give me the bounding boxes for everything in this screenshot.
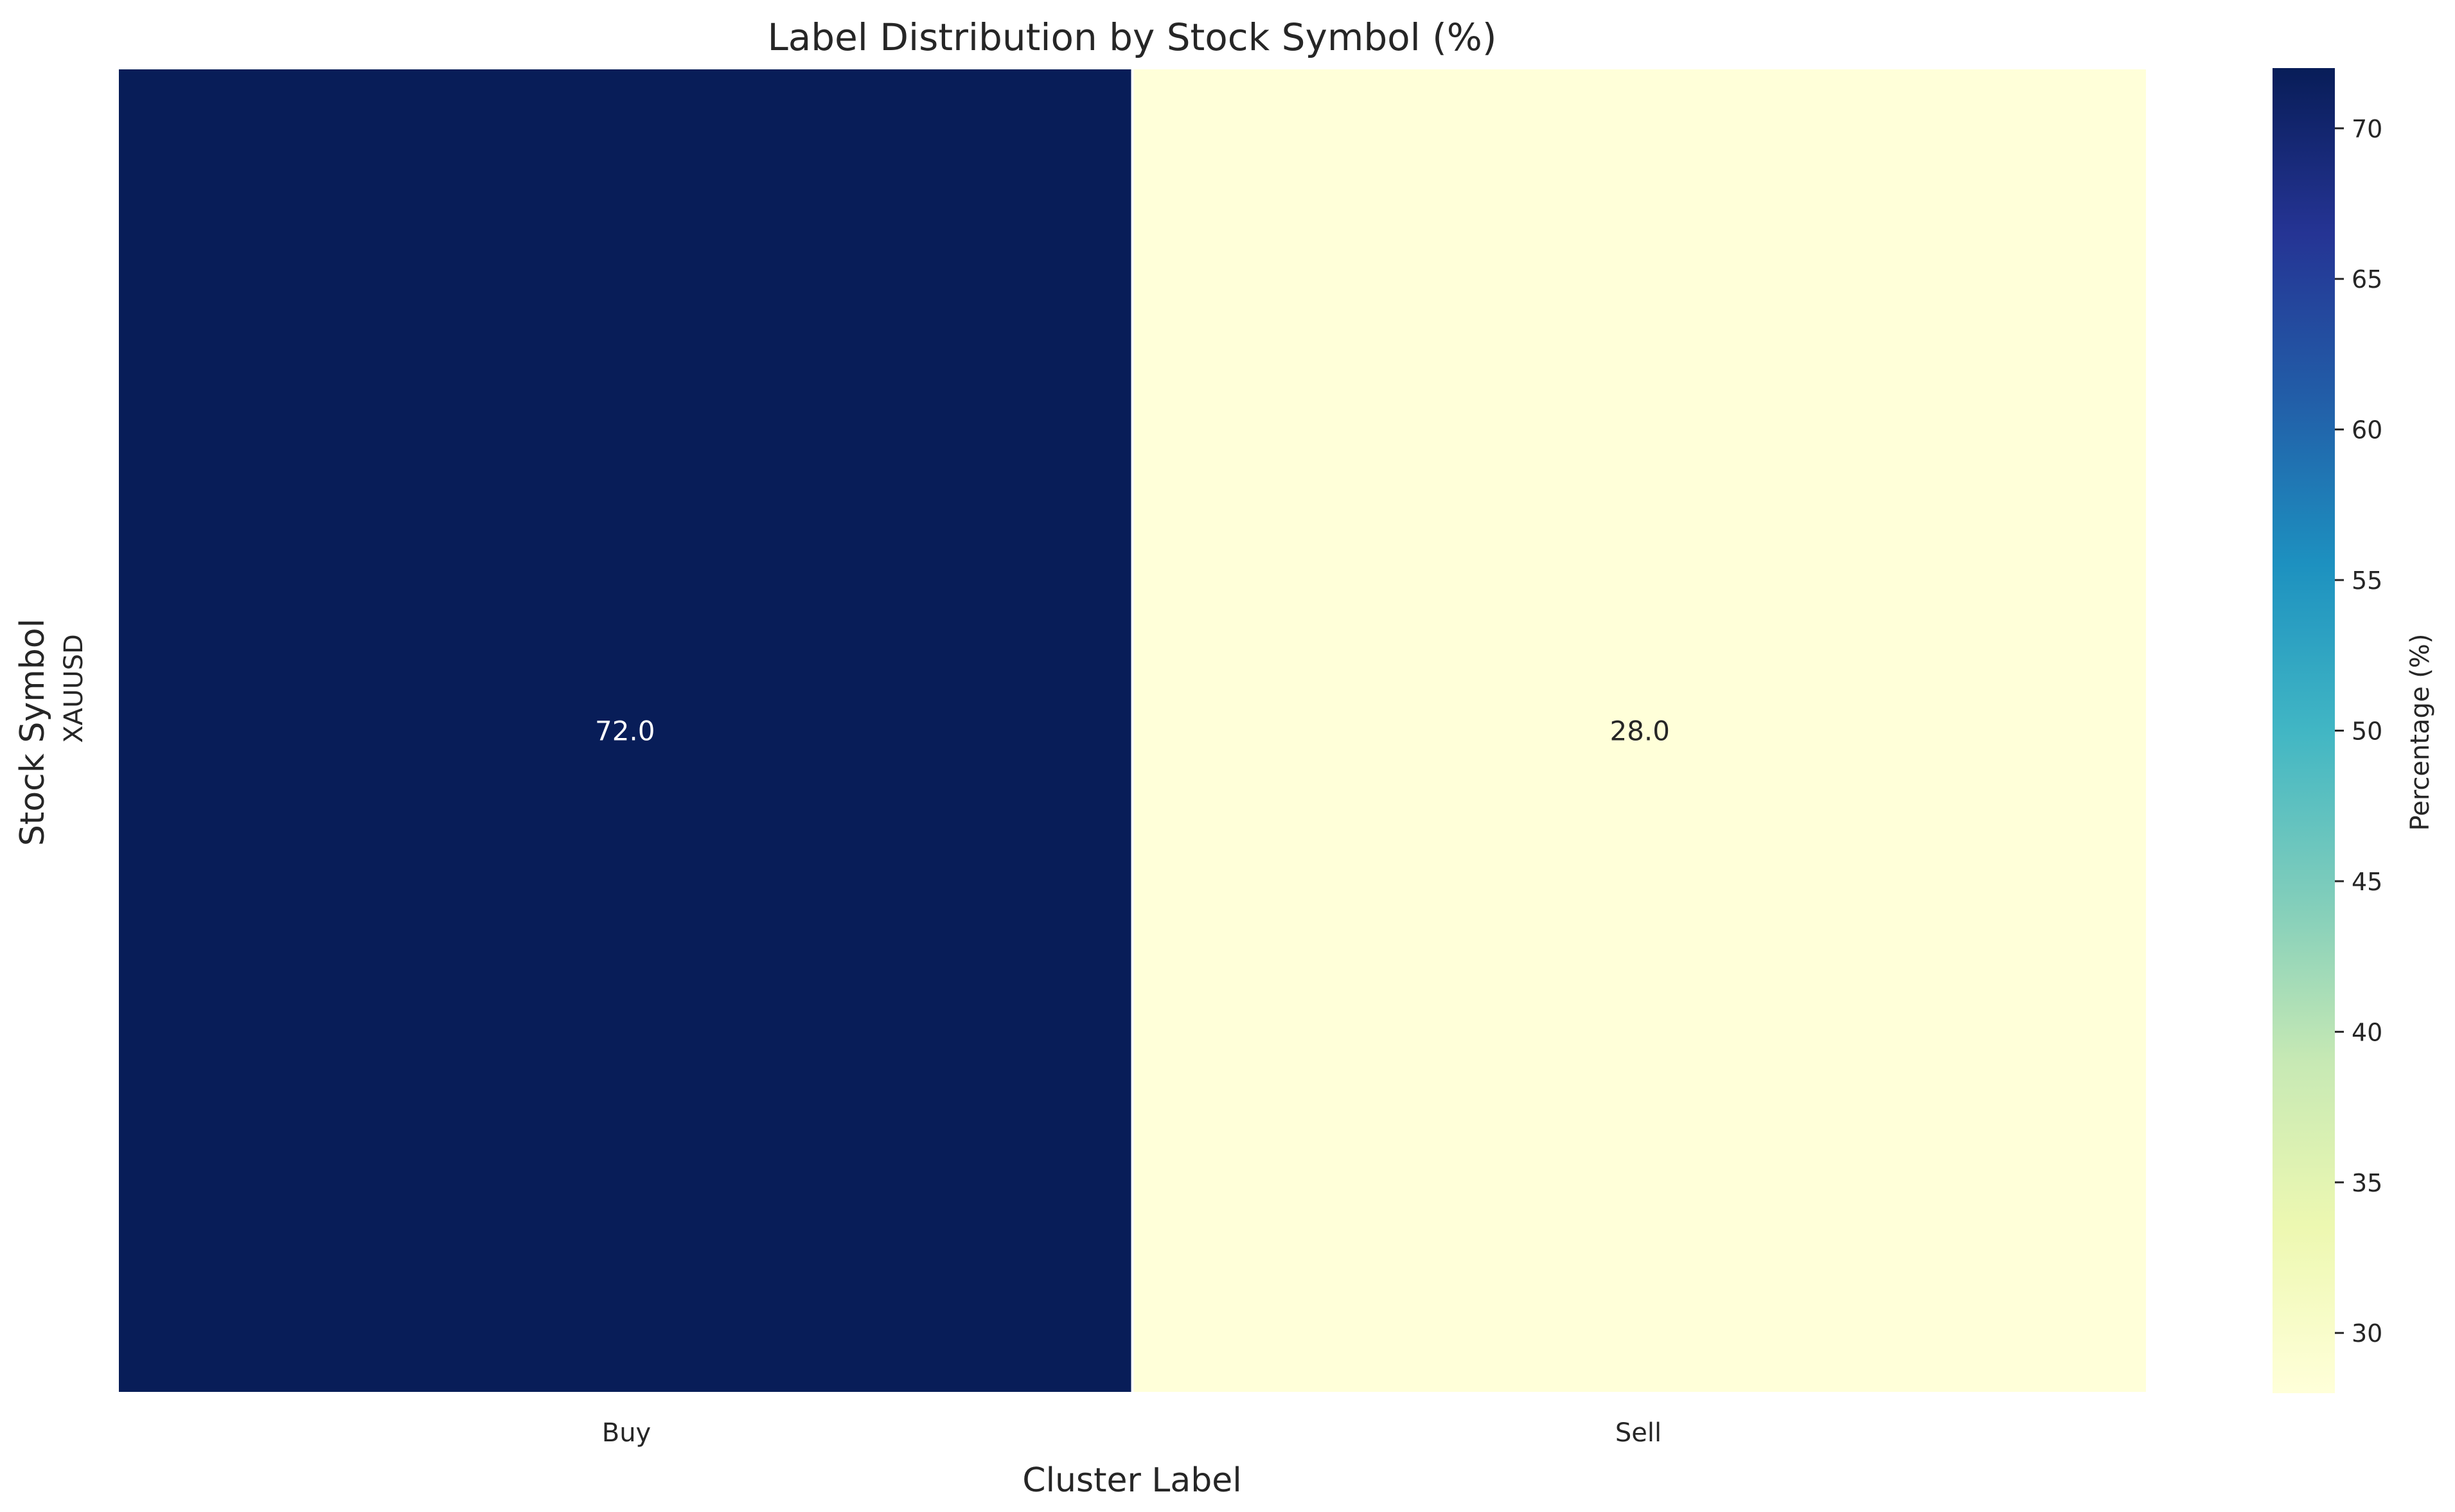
heatmap-cell-sell bbox=[1131, 67, 2149, 1394]
colorbar-tick-label: 60 bbox=[2352, 416, 2382, 444]
colorbar bbox=[2273, 68, 2335, 1393]
colorbar-tick-label: 65 bbox=[2352, 265, 2382, 294]
y-tick-label-0: XAUUSD bbox=[59, 634, 89, 743]
colorbar-tick-label: 45 bbox=[2352, 868, 2382, 896]
heatmap-cells: 72.0 28.0 bbox=[116, 67, 2149, 1394]
colorbar-label: Percentage (%) bbox=[2406, 634, 2435, 831]
cell-annotation-buy: 72.0 bbox=[595, 716, 655, 747]
colorbar-tick-label: 30 bbox=[2352, 1319, 2382, 1348]
y-axis-label: Stock Symbol bbox=[13, 619, 52, 846]
colorbar-tick-label: 55 bbox=[2352, 567, 2382, 595]
colorbar-tick-label: 35 bbox=[2352, 1169, 2382, 1197]
chart-title: Label Distribution by Stock Symbol (%) bbox=[767, 15, 1496, 59]
heatmap-cell-buy bbox=[116, 67, 1134, 1394]
colorbar-tick-label: 40 bbox=[2352, 1018, 2382, 1046]
cell-annotation-sell: 28.0 bbox=[1609, 716, 1670, 747]
x-axis-label: Cluster Label bbox=[1022, 1461, 1241, 1500]
x-tick-label-0: Buy bbox=[602, 1418, 651, 1448]
colorbar-ticks: 30 35 40 45 50 55 60 65 70 bbox=[2335, 115, 2382, 1348]
colorbar-tick-label: 50 bbox=[2352, 717, 2382, 746]
x-tick-label-1: Sell bbox=[1615, 1418, 1662, 1448]
colorbar-tick-label: 70 bbox=[2352, 115, 2382, 143]
